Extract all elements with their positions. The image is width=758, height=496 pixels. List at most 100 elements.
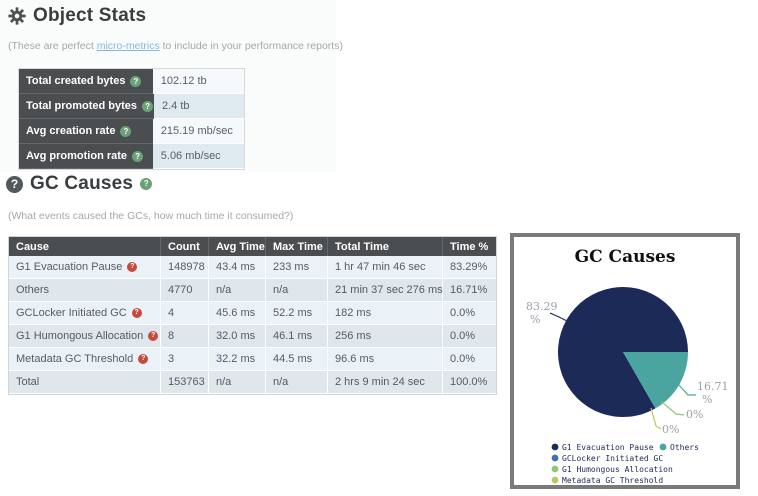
table-row: G1 Evacuation Pause? 148978 43.4 ms 233 ms 1… — [9, 256, 496, 279]
legend-label: Metadata GC Threshold — [562, 476, 663, 485]
pie-slices — [558, 287, 688, 418]
count-cell: 4770 — [161, 279, 209, 302]
help-icon[interactable]: ? — [127, 262, 138, 272]
stat-value: 102.12 tb — [152, 69, 244, 94]
column-header: Max Time — [266, 237, 328, 256]
help-icon[interactable]: ? — [130, 75, 142, 87]
total-cell: 2 hrs 9 min 24 sec — [328, 371, 443, 394]
column-header: Avg Time — [209, 237, 266, 256]
cause-text: G1 Humongous Allocation — [16, 330, 144, 342]
help-icon[interactable]: ? — [131, 308, 142, 318]
gc-causes-heading: ? GC Causes ? — [6, 173, 153, 195]
pct-cell: 0.0% — [443, 302, 496, 325]
max-cell: 52.2 ms — [266, 302, 328, 325]
cause-cell: Others — [9, 279, 161, 302]
table-row: Total 153763 n/a n/a 2 hrs 9 min 24 sec 100.0… — [9, 371, 496, 394]
micro-metrics-link[interactable]: micro-metrics — [96, 40, 160, 52]
cause-text: GCLocker Initiated GC — [16, 307, 127, 319]
stat-value: 215.19 mb/sec — [152, 119, 244, 144]
help-icon[interactable]: ? — [120, 125, 132, 137]
help-icon[interactable]: ? — [138, 354, 149, 364]
legend-swatch — [551, 443, 559, 451]
stat-label: Avg creation rate? — [19, 119, 153, 144]
stat-label-text: Avg creation rate — [26, 125, 116, 137]
subtitle-prefix: (These are perfect — [8, 40, 97, 52]
cause-cell: Metadata GC Threshold? — [9, 348, 161, 371]
gc-causes-pie-chart: GC Causes 83.29 % 16.71 % 0% 0% G1 Evacu… — [526, 247, 732, 485]
object-stats-subtitle: (These are perfect micro-metrics to incl… — [8, 40, 343, 52]
avg-cell: 32.0 ms — [209, 325, 266, 348]
max-cell: 44.5 ms — [266, 348, 328, 371]
count-cell: 4 — [161, 302, 209, 325]
legend-label: Others — [670, 443, 699, 452]
callout-line-others — [677, 383, 696, 396]
count-cell: 8 — [161, 325, 209, 348]
gear-icon — [8, 7, 26, 25]
gc-causes-subtitle: (What events caused the GCs, how much ti… — [8, 210, 294, 222]
pie-legend: G1 Evacuation Pause Others GCLocker Initia… — [551, 443, 699, 485]
total-cell: 256 ms — [328, 325, 443, 348]
column-header: Time % — [450, 240, 489, 253]
help-icon[interactable]: ? — [142, 100, 154, 112]
cause-cell: G1 Evacuation Pause? — [9, 256, 161, 279]
avg-cell: 32.2 ms — [209, 348, 266, 371]
cause-cell: GCLocker Initiated GC? — [9, 302, 161, 325]
cause-text: G1 Evacuation Pause — [16, 261, 123, 273]
stat-value: 5.06 mb/sec — [152, 144, 244, 169]
help-icon[interactable]: ? — [148, 331, 159, 341]
count-cell: 148978 — [161, 256, 209, 279]
gc-causes-title: GC Causes — [30, 173, 134, 194]
legend-label: GCLocker Initiated GC — [562, 454, 663, 463]
subtitle-suffix: to include in your performance reports) — [159, 40, 343, 52]
table-row: Metadata GC Threshold? 3 32.2 ms 44.5 ms 96.… — [9, 348, 496, 371]
cause-text: Metadata GC Threshold — [16, 353, 134, 365]
callout-label-humongous: 0% — [686, 408, 703, 421]
total-cell: 96.6 ms — [328, 348, 443, 371]
gc-causes-table: Cause Count Avg Time Max Time Total Time Time… — [8, 236, 497, 395]
total-cell: 1 hr 47 min 46 sec — [328, 256, 443, 279]
object-stats-title: Object Stats — [33, 5, 147, 26]
stat-label: Total promoted bytes? — [19, 94, 154, 119]
stat-value: 2.4 tb — [154, 94, 244, 119]
avg-cell: n/a — [209, 371, 266, 394]
stat-label-text: Avg promotion rate — [26, 150, 128, 162]
pct-cell: 16.71% — [443, 279, 496, 302]
count-cell: 3 — [161, 348, 209, 371]
stat-row: Total promoted bytes? 2.4 tb — [19, 94, 244, 119]
avg-cell: 43.4 ms — [209, 256, 266, 279]
callout-label-others: 16.71 % — [697, 380, 732, 406]
pie-slice — [623, 352, 688, 409]
stat-row: Total created bytes? 102.12 tb — [19, 69, 244, 94]
max-cell: n/a — [266, 279, 328, 302]
legend-swatch — [551, 465, 559, 473]
legend-label: G1 Evacuation Pause — [562, 443, 654, 452]
total-cell: 21 min 37 sec 276 ms — [328, 279, 443, 302]
column-header: Total Time — [328, 237, 443, 256]
stat-label: Total created bytes? — [19, 69, 153, 94]
pct-cell: 83.29% — [443, 256, 496, 279]
legend-swatch — [551, 476, 559, 484]
stat-row: Avg promotion rate? 5.06 mb/sec — [19, 144, 244, 169]
cause-text: Others — [16, 284, 50, 296]
callout-label-g1-evacuation: 83.29 % — [526, 300, 561, 326]
total-cell: 182 ms — [328, 302, 443, 325]
help-icon[interactable]: ? — [140, 178, 153, 190]
table-row: Others 4770 n/a n/a 21 min 37 sec 276 ms 16.7… — [9, 279, 496, 302]
gc-causes-pie-panel: GC Causes 83.29 % 16.71 % 0% 0% G1 Evacu… — [510, 233, 740, 489]
avg-cell: 45.6 ms — [209, 302, 266, 325]
callout-line-metadata — [650, 407, 662, 430]
avg-cell: n/a — [209, 279, 266, 302]
pie-chart-title: GC Causes — [575, 247, 676, 267]
cause-text: Total — [16, 376, 40, 388]
pie-slice — [558, 287, 688, 418]
legend-swatch — [551, 454, 559, 462]
stat-row: Avg creation rate? 215.19 mb/sec — [19, 119, 244, 144]
cause-cell: G1 Humongous Allocation? — [9, 325, 161, 348]
help-icon[interactable]: ? — [132, 150, 144, 162]
count-cell: 153763 — [161, 371, 209, 394]
object-stats-table: Total created bytes? 102.12 tb Total promo… — [18, 68, 245, 170]
table-row: GCLocker Initiated GC? 4 45.6 ms 52.2 ms 182… — [9, 302, 496, 325]
stat-label-text: Total promoted bytes — [26, 100, 138, 112]
column-header: Count — [161, 237, 209, 256]
callout-line-humongous — [661, 401, 685, 416]
